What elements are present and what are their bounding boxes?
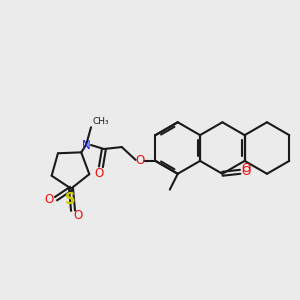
Text: O: O xyxy=(242,165,251,178)
Text: O: O xyxy=(73,209,83,222)
Text: O: O xyxy=(94,167,104,180)
Text: N: N xyxy=(82,139,91,152)
Text: S: S xyxy=(65,192,75,207)
Text: O: O xyxy=(45,193,54,206)
Text: CH₃: CH₃ xyxy=(92,117,109,126)
Text: O: O xyxy=(135,154,144,167)
Text: O: O xyxy=(241,162,250,175)
